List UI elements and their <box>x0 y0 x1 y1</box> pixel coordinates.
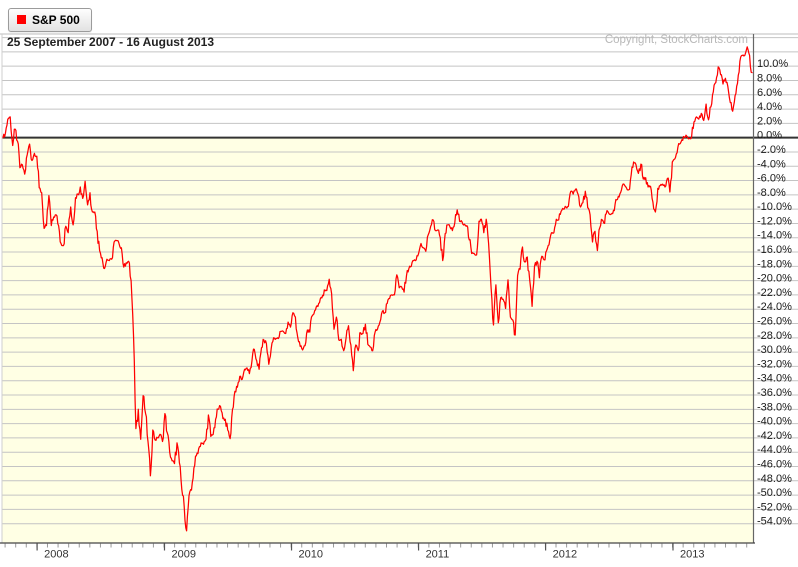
price-line <box>2 46 753 532</box>
y-axis-label: 2.0% <box>757 115 782 127</box>
legend-button[interactable]: S&P 500 <box>8 8 92 32</box>
y-axis-label: -8.0% <box>757 187 786 199</box>
y-axis-label: 0.0% <box>757 130 782 142</box>
y-axis-label: -20.0% <box>757 273 792 285</box>
x-axis-label: 2008 <box>44 549 68 561</box>
x-axis-label: 2010 <box>299 549 323 561</box>
x-axis-label: 2012 <box>553 549 577 561</box>
y-axis-label: -6.0% <box>757 173 786 185</box>
y-axis-label: -14.0% <box>757 230 792 242</box>
y-axis-label: -12.0% <box>757 215 792 227</box>
y-axis-label: -38.0% <box>757 401 792 413</box>
y-axis-label: -2.0% <box>757 144 786 156</box>
y-axis-label: -10.0% <box>757 201 792 213</box>
y-axis-label: -46.0% <box>757 459 792 471</box>
y-axis-label: -18.0% <box>757 258 792 270</box>
y-axis-label: -40.0% <box>757 416 792 428</box>
y-axis-label: -50.0% <box>757 487 792 499</box>
y-axis-label: -30.0% <box>757 344 792 356</box>
y-axis-label: -48.0% <box>757 473 792 485</box>
y-axis-label: -44.0% <box>757 444 792 456</box>
y-axis-label: 6.0% <box>757 87 782 99</box>
x-axis-label: 2011 <box>426 549 450 561</box>
y-axis-label: -16.0% <box>757 244 792 256</box>
y-axis-label: -42.0% <box>757 430 792 442</box>
series-color-swatch <box>17 15 26 24</box>
date-range-label: 25 September 2007 - 16 August 2013 <box>7 35 214 49</box>
copyright-label: Copyright, StockCharts.com <box>604 34 748 46</box>
y-axis-label: -34.0% <box>757 373 792 385</box>
y-axis-label: -32.0% <box>757 358 792 370</box>
y-axis-label: -28.0% <box>757 330 792 342</box>
y-axis-label: -4.0% <box>757 158 786 170</box>
y-axis-label: -36.0% <box>757 387 792 399</box>
y-axis-label: 8.0% <box>757 72 782 84</box>
y-axis-label: -54.0% <box>757 516 792 528</box>
x-axis-label: 2009 <box>171 549 195 561</box>
y-axis-label: 10.0% <box>757 58 788 70</box>
y-axis-label: -24.0% <box>757 301 792 313</box>
y-axis-label: -22.0% <box>757 287 792 299</box>
y-axis-label: -52.0% <box>757 501 792 513</box>
y-axis-label: 4.0% <box>757 101 782 113</box>
below-baseline-region <box>2 137 753 544</box>
series-legend-label: S&P 500 <box>32 12 80 27</box>
x-axis-label: 2013 <box>680 549 704 561</box>
y-axis-label: -26.0% <box>757 316 792 328</box>
